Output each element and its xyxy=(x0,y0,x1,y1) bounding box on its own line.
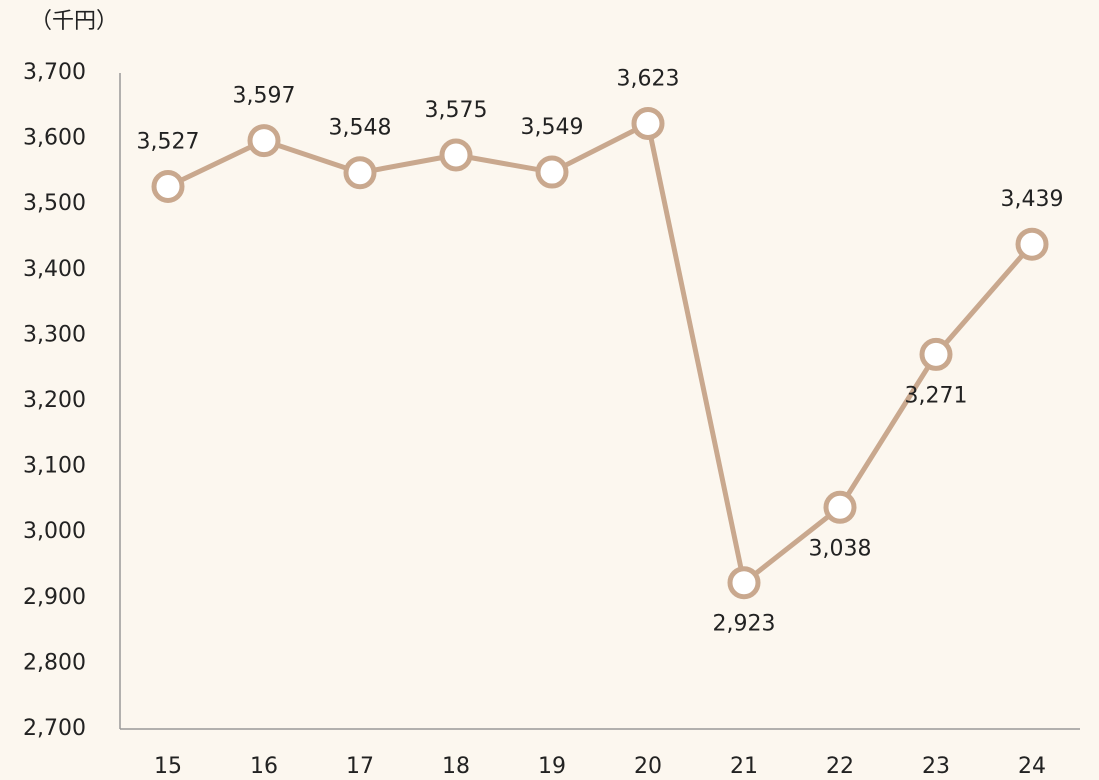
data-label: 2,923 xyxy=(713,612,776,637)
x-tick-label: 20 xyxy=(634,754,662,779)
x-tick-label: 17 xyxy=(346,754,374,779)
y-tick-label: 3,300 xyxy=(23,322,86,347)
data-label: 3,439 xyxy=(1001,187,1064,212)
x-tick-label: 16 xyxy=(250,754,278,779)
y-tick-label: 2,700 xyxy=(23,716,86,741)
marker xyxy=(727,566,761,600)
x-tick-label: 21 xyxy=(730,754,758,779)
data-label: 3,575 xyxy=(425,98,488,123)
marker xyxy=(247,124,281,158)
x-tick-label: 24 xyxy=(1018,754,1046,779)
y-tick-label: 3,400 xyxy=(23,257,86,282)
line xyxy=(166,121,1034,586)
x-tick-label: 22 xyxy=(826,754,854,779)
y-tick-label: 2,900 xyxy=(23,585,86,610)
marker xyxy=(1015,227,1049,261)
data-label: 3,038 xyxy=(809,536,872,561)
marker xyxy=(919,337,953,371)
data-label: 3,271 xyxy=(905,383,968,408)
y-tick-label: 3,000 xyxy=(23,519,86,544)
marker xyxy=(535,155,569,189)
x-tick-label: 23 xyxy=(922,754,950,779)
y-tick-label: 3,700 xyxy=(23,60,86,85)
y-tick-label: 2,800 xyxy=(23,650,86,675)
y-tick-label: 3,100 xyxy=(23,454,86,479)
data-label: 3,623 xyxy=(617,67,680,92)
marker xyxy=(343,156,377,190)
marker xyxy=(823,490,857,524)
data-label: 3,527 xyxy=(137,129,200,154)
marker xyxy=(151,169,185,203)
data-label: 3,548 xyxy=(329,116,392,141)
data-label: 3,549 xyxy=(521,115,584,140)
x-tick-label: 19 xyxy=(538,754,566,779)
y-tick-label: 3,600 xyxy=(23,126,86,151)
y-tick-label: 3,500 xyxy=(23,191,86,216)
y-axis-label: （千円） xyxy=(30,9,118,34)
y-tick-label: 3,200 xyxy=(23,388,86,413)
x-tick-label: 18 xyxy=(442,754,470,779)
marker xyxy=(439,138,473,172)
data-label: 3,597 xyxy=(233,84,296,109)
marker xyxy=(631,107,665,141)
x-tick-label: 15 xyxy=(154,754,182,779)
